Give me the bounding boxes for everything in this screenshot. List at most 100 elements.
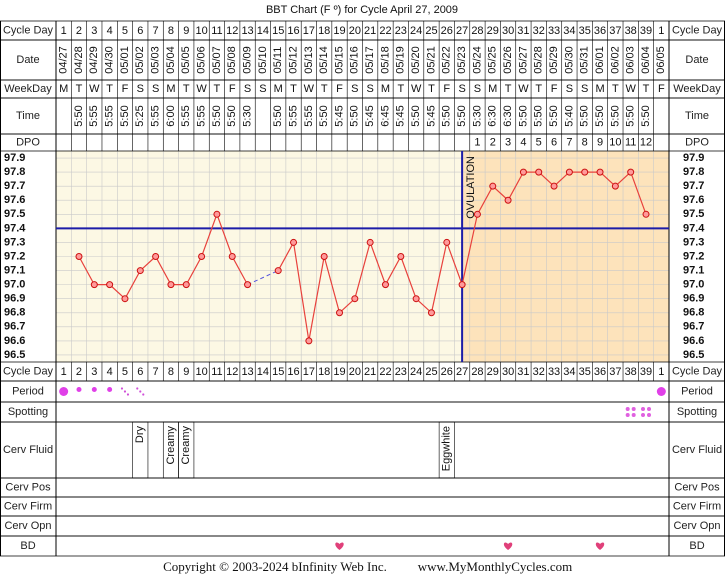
cycle-day-bottom: 34 xyxy=(563,366,575,378)
y-tick-label-right: 96.7 xyxy=(683,321,704,333)
time: 5:30 xyxy=(241,105,253,126)
y-tick-label-right: 97.2 xyxy=(683,250,704,262)
weekday: W xyxy=(304,83,315,95)
weekday: T xyxy=(397,83,404,95)
cycle-day: 17 xyxy=(303,25,315,37)
bd-heart xyxy=(335,542,344,550)
date: 05/22 xyxy=(441,46,453,74)
cycle-day-bottom: 31 xyxy=(517,366,529,378)
cycle-day: 25 xyxy=(425,25,437,37)
dpo: 12 xyxy=(640,136,652,148)
temperature-point xyxy=(642,210,650,218)
y-tick-label-right: 97.1 xyxy=(683,264,704,276)
cycle-day-bottom: 4 xyxy=(107,366,113,378)
date: 05/08 xyxy=(226,46,238,74)
cycle-day: 27 xyxy=(456,25,468,37)
temperature-point xyxy=(106,281,114,289)
weekday: S xyxy=(474,83,481,95)
row-label-right: Spotting xyxy=(677,406,717,418)
weekday: S xyxy=(351,83,358,95)
weekday: F xyxy=(658,83,665,95)
time: 5:50 xyxy=(517,105,529,126)
weekday: T xyxy=(183,83,190,95)
time: 5:25 xyxy=(134,105,146,126)
row-label-right: Cycle Day xyxy=(672,24,723,36)
temperature-point xyxy=(75,253,83,260)
cycle-day-bottom: 32 xyxy=(533,366,545,378)
weekday: S xyxy=(366,83,373,95)
weekday: S xyxy=(259,83,266,95)
date: 06/02 xyxy=(609,46,621,74)
dpo: 10 xyxy=(609,136,621,148)
temperature-point xyxy=(519,168,527,176)
temperature-point xyxy=(182,281,190,289)
date: 06/04 xyxy=(640,46,652,74)
temperature-point xyxy=(627,168,635,176)
bd-heart xyxy=(595,542,605,550)
dpo: 7 xyxy=(566,136,572,148)
temperature-point xyxy=(167,281,175,289)
cycle-day-bottom: 13 xyxy=(241,366,253,378)
date: 05/13 xyxy=(303,46,315,74)
fluid-cell xyxy=(438,421,455,479)
y-tick-label-right: 96.8 xyxy=(683,307,704,319)
dot xyxy=(631,407,636,411)
date: 05/19 xyxy=(395,46,407,74)
weekday: M xyxy=(166,83,175,95)
cycle-day: 36 xyxy=(594,25,606,37)
date: 05/26 xyxy=(502,46,514,74)
date: 05/27 xyxy=(517,46,529,74)
time: 5:40 xyxy=(563,105,575,126)
dot xyxy=(647,407,652,411)
temperature-point xyxy=(274,267,282,275)
time: 5:50 xyxy=(272,105,284,126)
row-label-right: Cerv Fluid xyxy=(672,444,722,456)
row-label: BD xyxy=(20,540,35,552)
cycle-day: 39 xyxy=(640,25,652,37)
y-tick-label-right: 96.5 xyxy=(683,349,704,361)
temperature-point xyxy=(305,337,313,345)
weekday: M xyxy=(274,83,283,95)
temperature-point xyxy=(596,168,604,176)
row-label: Cerv Pos xyxy=(5,481,51,493)
date: 05/05 xyxy=(180,46,192,74)
weekday: T xyxy=(428,83,435,95)
cycle-day-bottom: 23 xyxy=(395,366,407,378)
fluid-label: Creamy xyxy=(165,426,177,465)
cycle-day-bottom: 5 xyxy=(122,366,128,378)
dot xyxy=(625,413,630,417)
row-label-right: Period xyxy=(681,385,713,397)
dpo: 5 xyxy=(536,136,542,148)
date: 05/20 xyxy=(410,46,422,74)
cycle-day-bottom: 16 xyxy=(287,366,299,378)
weekday: F xyxy=(336,83,343,95)
y-tick-label: 97.6 xyxy=(4,194,25,206)
cycle-day: 1 xyxy=(658,25,664,37)
cycle-day: 21 xyxy=(364,25,376,37)
cycle-day: 6 xyxy=(137,25,143,37)
temperature-point xyxy=(290,238,298,246)
time: 5:50 xyxy=(548,105,560,126)
weekday: W xyxy=(625,83,636,95)
y-tick-label: 97.9 xyxy=(4,152,25,164)
y-tick-label-right: 97.9 xyxy=(683,152,704,164)
temperature-point xyxy=(228,253,236,260)
cycle-day: 16 xyxy=(287,25,299,37)
cycle-day: 30 xyxy=(502,25,514,37)
y-tick-label-right: 97.7 xyxy=(683,180,704,192)
weekday: T xyxy=(76,83,83,95)
cycle-day: 5 xyxy=(122,25,128,37)
cycle-day: 31 xyxy=(517,25,529,37)
date: 05/06 xyxy=(195,46,207,74)
temperature-point xyxy=(473,210,481,218)
row-label: Date xyxy=(16,54,39,66)
temperature-point xyxy=(489,182,497,190)
y-tick-label: 97.8 xyxy=(4,166,25,178)
cycle-day: 24 xyxy=(410,25,422,37)
date: 04/29 xyxy=(88,46,100,74)
y-tick-label-right: 97.6 xyxy=(683,194,704,206)
date: 05/17 xyxy=(364,46,376,74)
cycle-day-bottom: 8 xyxy=(168,366,174,378)
cycle-day-bottom: 28 xyxy=(471,366,483,378)
